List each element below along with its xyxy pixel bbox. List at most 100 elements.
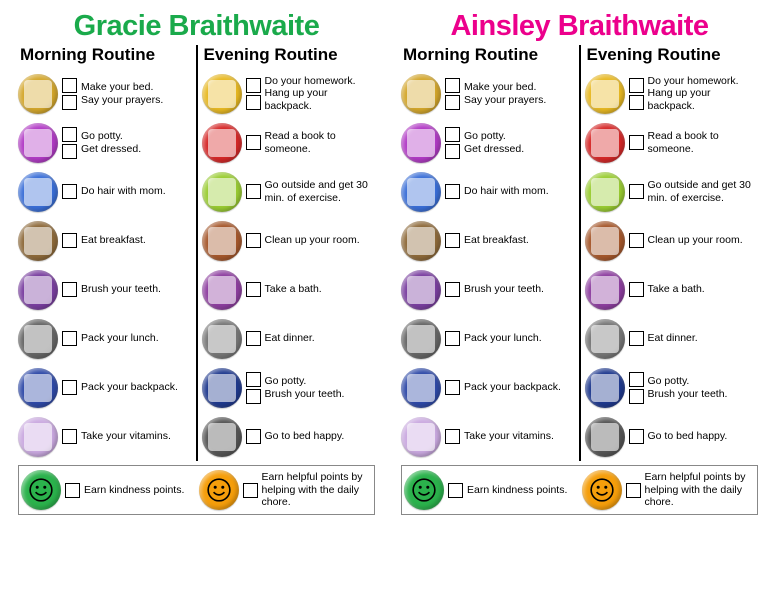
checkbox[interactable] [246,135,261,150]
task-label: Make your bed. [81,81,163,94]
checkbox-group [62,184,77,199]
task-icon [401,74,441,114]
checkbox-group [246,331,261,346]
task-label: Go potty. [81,130,141,143]
bonus-label-wrap: Earn kindness points. [84,484,184,497]
checkbox[interactable] [445,233,460,248]
task-icon [202,368,242,408]
checkbox[interactable] [629,95,644,110]
task-label: Hang up your backpack. [648,87,759,112]
task-row: Brush your teeth. [18,265,192,314]
task-row: Do your homework.Hang up your backpack. [585,69,759,118]
task-labels: Clean up your room. [648,234,743,247]
checkbox[interactable] [62,78,77,93]
task-row: Make your bed.Say your prayers. [18,69,192,118]
checkbox[interactable] [62,282,77,297]
checkbox[interactable] [62,144,77,159]
task-label: Brush your teeth. [81,283,161,296]
task-labels: Pack your backpack. [464,381,561,394]
bonus-label-wrap: Earn helpful points by helping with the … [645,471,756,509]
task-labels: Go potty.Brush your teeth. [648,375,728,400]
task-labels: Go outside and get 30 min. of exercise. [265,179,376,204]
checkbox[interactable] [246,372,261,387]
checkbox[interactable] [246,78,261,93]
checkbox[interactable] [62,233,77,248]
checkbox[interactable] [246,429,261,444]
checkbox[interactable] [629,331,644,346]
checkbox[interactable] [243,483,258,498]
task-row: Go outside and get 30 min. of exercise. [585,167,759,216]
task-label: Eat breakfast. [464,234,529,247]
checkbox-group [629,282,644,297]
task-labels: Do hair with mom. [81,185,166,198]
task-label: Eat breakfast. [81,234,146,247]
checkbox[interactable] [246,184,261,199]
checkbox[interactable] [448,483,463,498]
checkbox-group [629,184,644,199]
checkbox[interactable] [246,95,261,110]
task-label: Eat dinner. [648,332,698,345]
checkbox[interactable] [626,483,641,498]
task-labels: Do your homework.Hang up your backpack. [648,75,759,113]
checkbox[interactable] [629,429,644,444]
morning-column: Morning RoutineMake your bed.Say your pr… [401,45,581,461]
checkbox[interactable] [62,95,77,110]
checkbox[interactable] [62,429,77,444]
checkbox[interactable] [445,95,460,110]
checkbox-group [629,429,644,444]
bonus-section: Earn kindness points.Earn helpful points… [18,465,375,515]
checkbox[interactable] [629,135,644,150]
task-icon [18,319,58,359]
task-row: Take your vitamins. [401,412,575,461]
checkbox[interactable] [629,372,644,387]
checkbox[interactable] [629,78,644,93]
task-icon [18,172,58,212]
checkbox[interactable] [246,331,261,346]
task-label: Pack your lunch. [464,332,542,345]
checkbox-group [246,135,261,150]
task-row: Read a book to someone. [202,118,376,167]
checkbox-group [629,233,644,248]
checkbox[interactable] [445,78,460,93]
checkbox[interactable] [445,380,460,395]
checkbox[interactable] [246,233,261,248]
task-row: Clean up your room. [202,216,376,265]
task-labels: Take a bath. [648,283,705,296]
task-row: Read a book to someone. [585,118,759,167]
task-row: Go potty.Get dressed. [401,118,575,167]
checkbox[interactable] [445,429,460,444]
task-row: Go potty.Get dressed. [18,118,192,167]
checkbox[interactable] [629,184,644,199]
task-label: Hang up your backpack. [265,87,376,112]
checkbox-group [246,429,261,444]
checkbox[interactable] [629,233,644,248]
task-label: Read a book to someone. [648,130,759,155]
checkbox[interactable] [445,144,460,159]
checkbox[interactable] [65,483,80,498]
checkbox[interactable] [445,127,460,142]
task-labels: Eat dinner. [648,332,698,345]
checkbox-group [445,184,460,199]
checkbox[interactable] [445,184,460,199]
checkbox[interactable] [445,331,460,346]
task-labels: Make your bed.Say your prayers. [464,81,546,106]
task-labels: Clean up your room. [265,234,360,247]
checkbox[interactable] [62,184,77,199]
task-labels: Read a book to someone. [648,130,759,155]
checkbox[interactable] [62,127,77,142]
checkbox[interactable] [629,389,644,404]
bonus-label: Earn kindness points. [467,484,567,497]
task-icon [585,221,625,261]
task-icon [401,172,441,212]
checkbox[interactable] [62,331,77,346]
checkbox[interactable] [246,282,261,297]
task-icon [585,368,625,408]
checkbox[interactable] [62,380,77,395]
checkbox[interactable] [629,282,644,297]
checkbox-group [62,331,77,346]
checkbox[interactable] [246,389,261,404]
checkbox-group [445,429,460,444]
checkbox[interactable] [445,282,460,297]
task-labels: Brush your teeth. [464,283,544,296]
task-label: Take your vitamins. [81,430,171,443]
